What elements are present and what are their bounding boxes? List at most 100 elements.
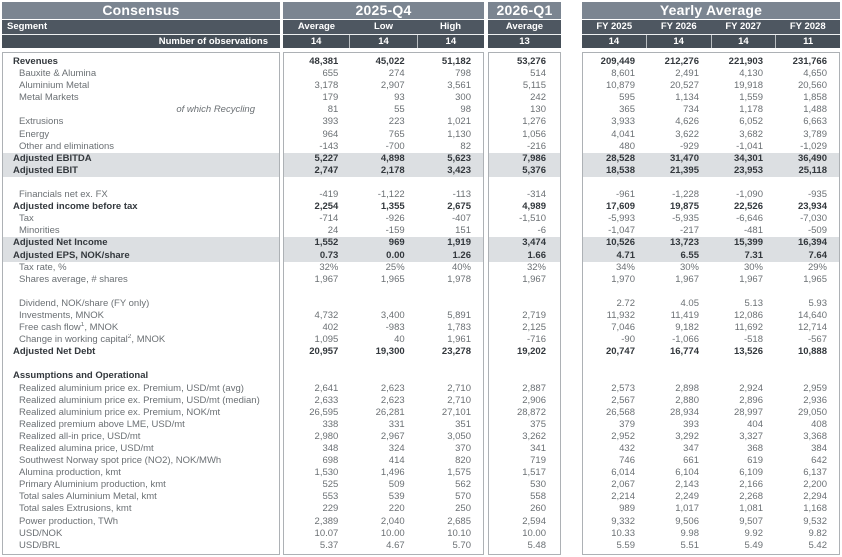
value-cell: 3,474 — [522, 237, 546, 249]
value-cell: 274 — [388, 68, 405, 80]
panel-title-consensus: Consensus — [2, 2, 280, 20]
value-cell: 17,609 — [605, 201, 635, 213]
q4-observations-row: 14 14 14 — [283, 35, 484, 48]
q1-obs-average: 13 — [519, 36, 530, 47]
spacer-row — [3, 177, 279, 189]
value-cell: 5,623 — [447, 152, 471, 164]
value-cell: 4,989 — [522, 201, 546, 213]
table-row: 365 734 1,178 1,488 — [583, 104, 839, 116]
value-cell: 10.00 — [380, 527, 405, 539]
value-cell: 348 — [322, 443, 339, 454]
row-label-text: Assumptions and Operational — [13, 370, 149, 382]
row-label-text: Adjusted income before tax — [13, 201, 138, 213]
value-cell: 2,710 — [447, 382, 471, 394]
value-cell: 21,395 — [669, 164, 699, 176]
value-cell: -407 — [451, 213, 471, 225]
row-label: Realized aluminium price ex. Premium, US… — [3, 395, 279, 407]
value-cell: -518 — [743, 334, 763, 346]
value-cell: 2,249 — [675, 491, 699, 503]
value-cell: 1,488 — [803, 104, 827, 116]
value-cell: -113 — [452, 189, 471, 201]
value-cell: 595 — [619, 92, 635, 104]
row-label-text: Adjusted Net Income — [13, 237, 108, 249]
table-row: 2,214 2,249 2,268 2,294 — [583, 491, 839, 503]
value-cell: 4,732 — [314, 309, 339, 321]
value-cell: 539 — [388, 491, 405, 503]
value-cell — [583, 370, 647, 382]
row-label: Realized aluminium price ex. Premium, US… — [3, 383, 279, 395]
table-row — [284, 177, 483, 189]
table-row: -716 — [489, 334, 560, 346]
value-cell: 28,872 — [516, 406, 546, 418]
row-label-text: Realized aluminium price ex. Premium, US… — [19, 382, 244, 394]
table-row: 595 1,134 1,559 1,858 — [583, 92, 839, 104]
value-cell: 23,278 — [441, 346, 471, 358]
q4-obs-low: 14 — [349, 35, 416, 48]
table-row — [583, 177, 839, 189]
table-row: 17,609 19,875 22,526 23,934 — [583, 201, 839, 213]
value-cell: -1,510 — [519, 213, 546, 225]
row-label: Investments, MNOK — [3, 310, 279, 322]
value-cell: 7.64 — [808, 249, 828, 261]
table-row: 558 — [489, 491, 560, 503]
value-cell: 53,276 — [516, 56, 546, 67]
value-cell: 2,906 — [522, 394, 546, 406]
row-label: USD/NOK — [3, 528, 279, 540]
value-cell: 221,903 — [728, 56, 763, 67]
value-cell: 16,774 — [669, 346, 699, 358]
row-label-text: Bauxite & Alumina — [19, 68, 97, 80]
table-row: -714 -926 -407 — [284, 213, 483, 225]
row-label: Assumptions and Operational — [3, 370, 279, 382]
value-cell: 29,050 — [797, 406, 827, 418]
fy-column-headers: FY 2025 FY 2026 FY 2027 FY 2028 — [582, 20, 840, 35]
row-label: Minorities — [3, 225, 279, 237]
row-label-text: Tax rate, % — [19, 261, 67, 273]
row-label-text: Primary Aluminium production, kmt — [19, 479, 166, 491]
row-label: Shares average, # shares — [3, 274, 279, 286]
value-cell: 10.07 — [314, 527, 339, 539]
table-row: 480 -929 -1,041 -1,029 — [583, 141, 839, 153]
value-cell: 4,041 — [611, 128, 635, 140]
row-label-text: Revenues — [13, 56, 58, 67]
value-cell: 368 — [747, 443, 763, 454]
value-cell: 619 — [747, 455, 763, 467]
value-cell: 820 — [455, 455, 471, 467]
value-cell: 393 — [683, 418, 699, 430]
value-cell: -1,041 — [736, 140, 763, 152]
value-cell: 347 — [683, 443, 699, 454]
value-cell: -961 — [615, 189, 635, 201]
table-row: 375 — [489, 419, 560, 431]
value-cell: 25,118 — [798, 164, 827, 176]
value-cell: 1,021 — [447, 116, 471, 128]
observations-header-band: Number of observations — [2, 35, 280, 48]
table-row: 260 — [489, 503, 560, 515]
value-cell: 1,967 — [522, 273, 546, 285]
value-cell: 9,332 — [611, 515, 635, 527]
value-cell: 3,292 — [675, 430, 699, 442]
value-cell — [417, 370, 483, 382]
row-label: Bauxite & Alumina — [3, 68, 279, 80]
value-cell: -217 — [679, 225, 699, 237]
value-cell: 30% — [679, 261, 699, 273]
value-cell: -6,646 — [736, 213, 763, 225]
value-cell: 1,919 — [447, 237, 471, 249]
value-cell: -7,030 — [800, 213, 827, 225]
row-label: Realized alumina price, USD/mt — [3, 443, 279, 455]
row-labels-body: Revenues Bauxite & Alumina Aluminium Metal… — [2, 52, 280, 555]
value-cell: 40% — [451, 261, 471, 273]
value-cell: 5.51 — [680, 539, 700, 551]
value-cell — [489, 370, 560, 382]
table-row: 2,567 2,880 2,896 2,936 — [583, 395, 839, 407]
value-cell: 13,723 — [669, 237, 699, 249]
value-cell: 9,507 — [739, 515, 763, 527]
table-row: 48,381 45,022 51,182 — [284, 56, 483, 68]
value-cell: -983 — [385, 322, 405, 334]
row-label-text: Minorities — [19, 225, 60, 237]
table-row: 530 — [489, 479, 560, 491]
row-label-text: Southwest Norway spot price (NO2), NOK/M… — [19, 455, 222, 467]
value-cell: 1,965 — [803, 273, 827, 285]
value-cell — [583, 286, 647, 298]
value-cell: 2,143 — [675, 479, 699, 491]
table-row: 5.48 — [489, 540, 560, 552]
value-cell: 5,115 — [522, 80, 546, 92]
